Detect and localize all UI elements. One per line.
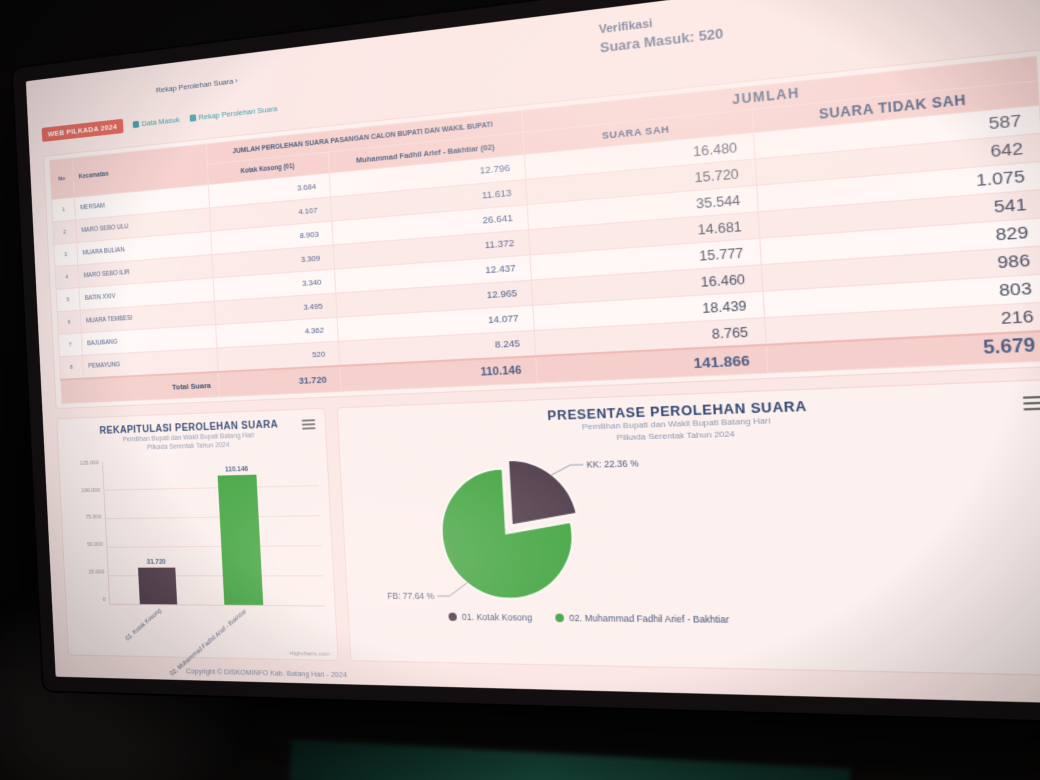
bar-plot-area: 31.720 110.146 bbox=[102, 456, 326, 607]
row-no: 7 bbox=[58, 332, 83, 357]
dashboard: Rekap Perolehan Suara › WEB PILKADA 2024… bbox=[25, 0, 1040, 705]
bar-group-fadhil: 110.146 bbox=[217, 458, 264, 605]
legend-label: 02. Muhammad Fadhil Arief - Bakhtiar bbox=[569, 612, 730, 625]
highcharts-credit[interactable]: Highcharts.com bbox=[289, 651, 330, 658]
charts-row: REKAPITULASI PEROLEHAN SUARA Pemilihan B… bbox=[56, 378, 1040, 677]
bar-fadhil[interactable] bbox=[217, 474, 264, 605]
row-no: 2 bbox=[52, 219, 77, 245]
pie-chart-card: PRESENTASE PEROLEHAN SUARA Pemilihan Bup… bbox=[336, 378, 1040, 677]
pie-callout-fb: FB: 77.64 % bbox=[387, 591, 434, 601]
pie-legend: 01. Kotak Kosong 02. Muhammad Fadhil Ari… bbox=[448, 611, 1040, 628]
rekap-icon bbox=[189, 114, 196, 122]
pie-chart-menu-icon[interactable] bbox=[1022, 392, 1040, 413]
bar-chart-menu-icon[interactable] bbox=[301, 417, 316, 431]
total-kotak-kosong: 31.720 bbox=[217, 365, 342, 397]
monitor: Rekap Perolehan Suara › WEB PILKADA 2024… bbox=[12, 0, 1040, 723]
legend-item-fadhil[interactable]: 02. Muhammad Fadhil Arief - Bakhtiar bbox=[555, 612, 729, 625]
nav-item-rekap[interactable]: Rekap Perolehan Suara bbox=[189, 104, 278, 123]
bar-kotak-kosong[interactable] bbox=[137, 567, 178, 605]
pie-callout-line-kk bbox=[551, 464, 584, 474]
breadcrumb[interactable]: Rekap Perolehan Suara › bbox=[155, 76, 238, 95]
legend-dot-kotak-kosong bbox=[448, 612, 457, 621]
row-no: 5 bbox=[56, 287, 80, 312]
bar-group-kotak-kosong: 31.720 bbox=[133, 460, 178, 605]
row-no: 3 bbox=[53, 242, 78, 267]
row-no: 1 bbox=[51, 197, 76, 222]
pie-callout-kk: KK: 22.36 % bbox=[586, 458, 639, 469]
row-no: 4 bbox=[54, 265, 79, 290]
verification-block: Verifikasi Suara Masuk: 520 bbox=[599, 9, 724, 56]
legend-label: 01. Kotak Kosong bbox=[461, 611, 533, 623]
bar-chart-card: REKAPITULASI PEROLEHAN SUARA Pemilihan B… bbox=[56, 407, 339, 677]
pie-callout-line-fb bbox=[436, 582, 467, 596]
legend-item-kotak-kosong[interactable]: 01. Kotak Kosong bbox=[448, 611, 532, 622]
col-header-no: No bbox=[49, 157, 75, 200]
pie-chart: KK: 22.36 % FB: 77.64 % bbox=[387, 436, 639, 613]
brand-badge[interactable]: WEB PILKADA 2024 bbox=[41, 118, 124, 142]
pie-slice-kotak-kosong[interactable] bbox=[508, 458, 577, 525]
bar-plot-row: 125.000 100.000 75.000 50.000 25.000 0 3… bbox=[68, 456, 326, 607]
nav-item-label: Rekap Perolehan Suara bbox=[198, 104, 278, 122]
bar-value-label: 31.720 bbox=[146, 558, 166, 566]
row-no: 8 bbox=[59, 355, 84, 380]
legend-dot-fadhil bbox=[555, 613, 565, 622]
row-no: 6 bbox=[57, 310, 82, 335]
nav-item-label: Data Masuk bbox=[141, 115, 180, 129]
bar-x-label: 01. Kotak Kosong bbox=[124, 607, 163, 643]
bar-value-label: 110.146 bbox=[224, 465, 249, 474]
nav-item-data-masuk[interactable]: Data Masuk bbox=[132, 115, 180, 129]
data-masuk-icon bbox=[132, 120, 140, 129]
bar-x-axis: 01. Kotak Kosong 02. Muhammad Fadhil Ari… bbox=[75, 604, 328, 677]
